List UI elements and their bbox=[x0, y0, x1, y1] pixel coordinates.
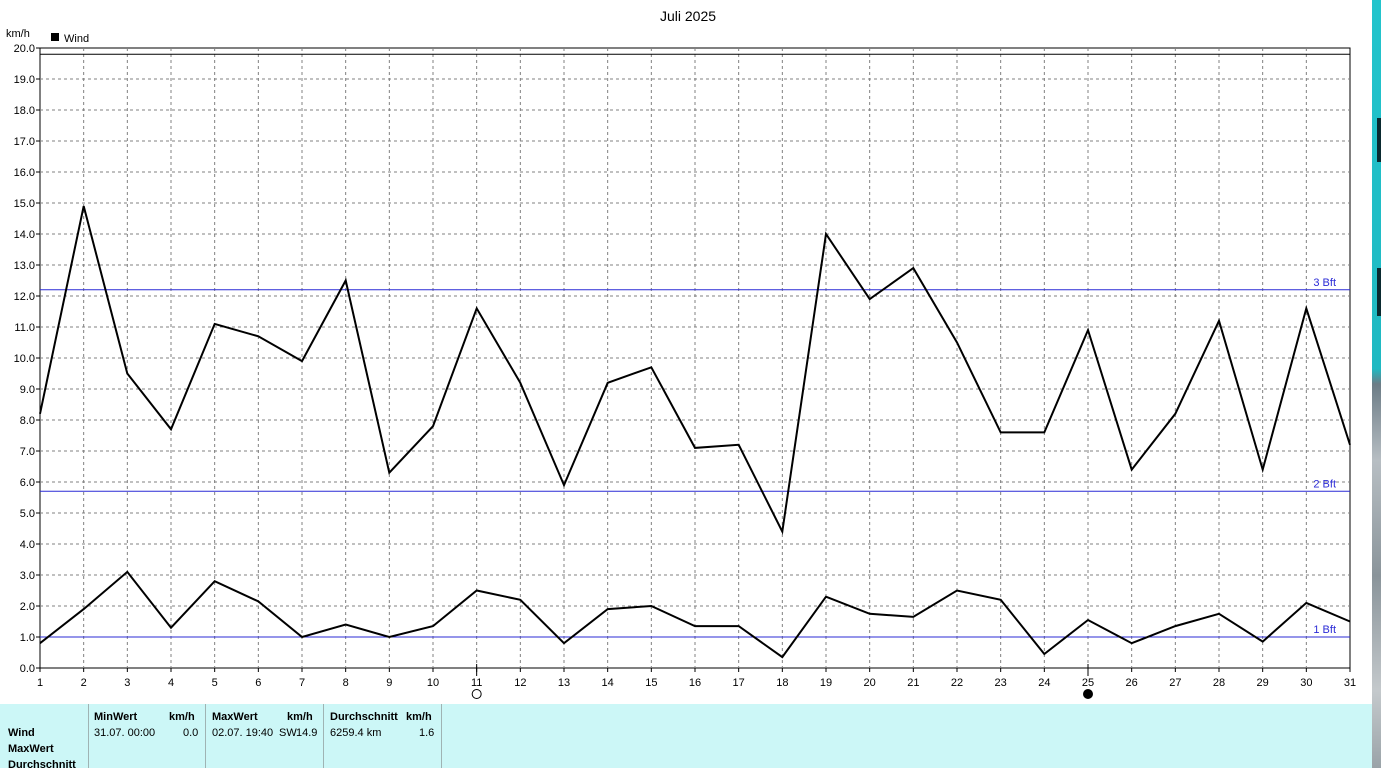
max-header: MaxWert bbox=[212, 711, 258, 723]
x-tick-label: 3 bbox=[124, 677, 130, 689]
legend-label: Wind bbox=[64, 33, 89, 45]
x-tick-label: 23 bbox=[995, 677, 1007, 689]
x-tick-label: 18 bbox=[776, 677, 788, 689]
y-tick-label: 11.0 bbox=[14, 322, 35, 334]
y-tick-label: 1.0 bbox=[20, 632, 35, 644]
x-tick-label: 16 bbox=[689, 677, 701, 689]
full-moon-icon bbox=[471, 689, 482, 699]
x-tick-label: 24 bbox=[1038, 677, 1050, 689]
x-tick-label: 30 bbox=[1300, 677, 1312, 689]
y-tick-label: 8.0 bbox=[20, 415, 35, 427]
y-tick-label: 14.0 bbox=[14, 229, 35, 241]
x-tick-label: 11 bbox=[471, 677, 482, 689]
avg-value: 1.6 bbox=[419, 727, 435, 739]
x-tick-label: 10 bbox=[427, 677, 439, 689]
plot-area: 0.01.02.03.04.05.06.07.08.09.010.011.012… bbox=[14, 43, 1356, 699]
avg-unit: km/h bbox=[406, 711, 432, 723]
y-tick-label: 15.0 bbox=[14, 198, 35, 210]
legend: Wind bbox=[51, 33, 89, 45]
chart: Juli 2025 km/h Wind 0.0 1.0 2.0 3.0 4.0 5.0 6.… bbox=[6, 8, 1356, 699]
avg-distance: 6259.4 km bbox=[330, 727, 382, 739]
y-tick-label: 18.0 bbox=[14, 105, 35, 117]
x-tick-label: 12 bbox=[514, 677, 526, 689]
stats-row-wind: Wind bbox=[8, 727, 35, 739]
x-tick-label: 26 bbox=[1126, 677, 1138, 689]
x-tick-label: 17 bbox=[733, 677, 745, 689]
y-tick-label: 20.0 bbox=[14, 43, 35, 55]
y-tick-label: 6.0 bbox=[20, 477, 35, 489]
x-tick-label: 8 bbox=[343, 677, 349, 689]
min-header: MinWert bbox=[94, 711, 138, 723]
stats-row-max: MaxWert bbox=[8, 743, 54, 755]
x-tick-label: 2 bbox=[81, 677, 87, 689]
y-tick-label: 4.0 bbox=[20, 539, 35, 551]
x-tick-label: 22 bbox=[951, 677, 963, 689]
legend-swatch bbox=[51, 33, 59, 41]
x-tick-label: 29 bbox=[1257, 677, 1269, 689]
stats-row-avg: Durchschnitt bbox=[8, 759, 76, 771]
x-tick-label: 9 bbox=[386, 677, 392, 689]
min-datetime: 31.07. 00:00 bbox=[94, 727, 156, 739]
y-tick-label: 2.0 bbox=[20, 601, 35, 613]
separator bbox=[441, 704, 442, 768]
new-moon-icon bbox=[1083, 689, 1093, 699]
y-tick-label: 10.0 bbox=[14, 353, 35, 365]
y-tick-label: 17.0 bbox=[14, 136, 35, 148]
y-tick-label: 16.0 bbox=[14, 167, 35, 179]
max-datetime: 02.07. 19:40 bbox=[212, 727, 274, 739]
y-tick-label: 13.0 bbox=[14, 260, 35, 272]
series-line-wind bbox=[39, 205, 1351, 535]
x-tick-label: 21 bbox=[907, 677, 919, 689]
x-tick-label: 25 bbox=[1082, 677, 1094, 689]
avg-header: Durchschnitt bbox=[330, 711, 398, 723]
x-tick-label: 27 bbox=[1169, 677, 1181, 689]
reference-line-label: 1 Bft bbox=[1313, 624, 1336, 636]
x-tick-label: 7 bbox=[299, 677, 305, 689]
x-tick-label: 20 bbox=[864, 677, 876, 689]
max-value: 14.9 bbox=[296, 727, 318, 739]
y-tick-label: 5.0 bbox=[20, 508, 35, 520]
window-edge-strip bbox=[1372, 0, 1381, 768]
y-tick-label: 0.0 bbox=[20, 663, 35, 675]
separator bbox=[88, 704, 89, 768]
x-tick-label: 13 bbox=[558, 677, 570, 689]
separator bbox=[323, 704, 324, 768]
x-tick-label: 1 bbox=[37, 677, 43, 689]
y-tick-label: 19.0 bbox=[14, 74, 35, 86]
x-tick-label: 19 bbox=[820, 677, 832, 689]
x-tick-label: 14 bbox=[602, 677, 614, 689]
y-tick-label: 12.0 bbox=[14, 291, 35, 303]
x-tick-label: 31 bbox=[1344, 677, 1356, 689]
min-value: 0.0 bbox=[183, 727, 199, 739]
stats-panel: Wind MaxWert Durchschnitt MinWert km/h 3… bbox=[0, 704, 1372, 771]
x-tick-label: 4 bbox=[168, 677, 174, 689]
max-unit: km/h bbox=[287, 711, 313, 723]
reference-line-label: 3 Bft bbox=[1313, 277, 1336, 289]
min-unit: km/h bbox=[169, 711, 195, 723]
x-tick-label: 6 bbox=[255, 677, 261, 689]
y-tick-label: 9.0 bbox=[20, 384, 35, 396]
max-direction: SW bbox=[279, 727, 297, 739]
y-axis-unit: km/h bbox=[6, 28, 30, 40]
series-line-lower bbox=[39, 570, 1351, 659]
x-tick-label: 28 bbox=[1213, 677, 1225, 689]
y-tick-label: 7.0 bbox=[20, 446, 35, 458]
separator bbox=[205, 704, 206, 768]
x-tick-label: 5 bbox=[212, 677, 218, 689]
chart-title: Juli 2025 bbox=[660, 8, 716, 24]
reference-line-label: 2 Bft bbox=[1313, 478, 1336, 490]
y-tick-label: 3.0 bbox=[20, 570, 35, 582]
x-tick-label: 15 bbox=[645, 677, 657, 689]
